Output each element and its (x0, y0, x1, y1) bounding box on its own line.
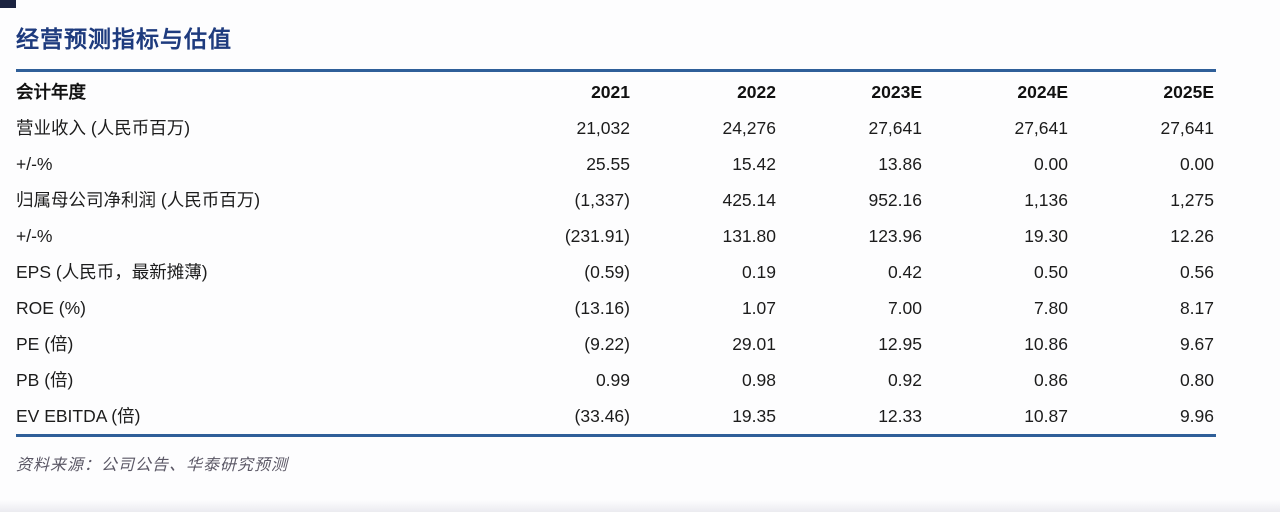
corner-mark (0, 0, 16, 8)
row-label: EPS (人民币，最新摊薄) (16, 262, 208, 282)
table-row-net-profit: 归属母公司净利润 (人民币百万) (1,337) 425.14 952.16 1… (16, 182, 1216, 218)
table-cell: (0.59) (584, 262, 630, 282)
table-cell: 425.14 (722, 190, 776, 210)
table-cell: 0.50 (1033, 262, 1068, 282)
table-cell: 9.96 (1070, 398, 1216, 437)
header-2022: 2022 (737, 82, 776, 102)
table-row-roe: ROE (%) (13.16) 1.07 7.00 7.80 8.17 (16, 290, 1216, 326)
table-cell: 19.35 (632, 398, 778, 437)
table-cell: 19.30 (1024, 226, 1068, 246)
table-cell: 1,136 (1024, 190, 1068, 210)
table-cell: (13.16) (574, 298, 630, 318)
table-row-revenue-growth: +/-% 25.55 15.42 13.86 0.00 0.00 (16, 146, 1216, 182)
table-cell: 0.98 (741, 370, 776, 390)
table-cell: (33.46) (486, 398, 632, 437)
table-cell: 13.86 (878, 154, 922, 174)
table-cell: 12.95 (878, 334, 922, 354)
table-cell: 7.80 (1033, 298, 1068, 318)
header-2025e: 2025E (1163, 82, 1214, 102)
row-label: 营业收入 (人民币百万) (16, 118, 191, 138)
row-label: EV EBITDA (倍) (16, 398, 486, 437)
table-cell: 21,032 (576, 118, 630, 138)
table-cell: 7.00 (887, 298, 922, 318)
table-cell: 952.16 (868, 190, 922, 210)
table-cell: 27,641 (1160, 118, 1214, 138)
header-2021: 2021 (591, 82, 630, 102)
table-cell: 0.99 (595, 370, 630, 390)
table-cell: 27,641 (868, 118, 922, 138)
header-fiscal-year: 会计年度 (16, 82, 86, 102)
row-label: +/-% (16, 226, 53, 246)
row-label: 归属母公司净利润 (人民币百万) (16, 190, 261, 210)
table-cell: 24,276 (722, 118, 776, 138)
table-cell: 1,275 (1170, 190, 1214, 210)
table-cell: 29.01 (732, 334, 776, 354)
table-cell: 0.86 (1033, 370, 1068, 390)
table-cell: (9.22) (584, 334, 630, 354)
table-cell: 131.80 (722, 226, 776, 246)
row-label: PB (倍) (16, 370, 74, 390)
title-divider (16, 69, 1216, 72)
table-row-ev-ebitda: EV EBITDA (倍) (33.46) 19.35 12.33 10.87 … (16, 398, 1216, 437)
table-row-eps: EPS (人民币，最新摊薄) (0.59) 0.19 0.42 0.50 0.5… (16, 254, 1216, 290)
source-note: 资料来源：公司公告、华泰研究预测 (16, 457, 289, 474)
table-cell: 10.86 (1024, 334, 1068, 354)
table-cell: 15.42 (732, 154, 776, 174)
forecast-valuation-table: 会计年度 2021 2022 2023E 2024E 2025E 营业收入 (人… (16, 74, 1216, 437)
table-cell: 0.19 (741, 262, 776, 282)
table-cell: 0.00 (1179, 154, 1214, 174)
table-cell: 1.07 (741, 298, 776, 318)
table-cell: 12.33 (778, 398, 924, 437)
table-header-row: 会计年度 2021 2022 2023E 2024E 2025E (16, 74, 1216, 110)
table-cell: 0.92 (887, 370, 922, 390)
table-cell: 27,641 (1014, 118, 1068, 138)
row-label: PE (倍) (16, 334, 74, 354)
table-cell: 0.00 (1033, 154, 1068, 174)
table-cell: 0.80 (1179, 370, 1214, 390)
table-cell: 25.55 (586, 154, 630, 174)
table-cell: 0.42 (887, 262, 922, 282)
table-cell: 123.96 (868, 226, 922, 246)
header-2023e: 2023E (871, 82, 922, 102)
table-cell: (231.91) (564, 226, 630, 246)
table-row-revenue: 营业收入 (人民币百万) 21,032 24,276 27,641 27,641… (16, 110, 1216, 146)
row-label: +/-% (16, 154, 53, 174)
table-row-net-profit-growth: +/-% (231.91) 131.80 123.96 19.30 12.26 (16, 218, 1216, 254)
table-row-pe: PE (倍) (9.22) 29.01 12.95 10.86 9.67 (16, 326, 1216, 362)
row-label: ROE (%) (16, 298, 86, 318)
report-page: 经营预测指标与估值 会计年度 2021 2022 2023E 2024E 202… (16, 26, 1216, 474)
table-cell: 10.87 (924, 398, 1070, 437)
table-cell: 0.56 (1179, 262, 1214, 282)
table-cell: 12.26 (1170, 226, 1214, 246)
table-cell: 9.67 (1179, 334, 1214, 354)
header-2024e: 2024E (1017, 82, 1068, 102)
table-cell: (1,337) (574, 190, 630, 210)
table-cell: 8.17 (1179, 298, 1214, 318)
bottom-edge-strip (0, 500, 1280, 512)
page-title: 经营预测指标与估值 (16, 26, 232, 52)
table-row-pb: PB (倍) 0.99 0.98 0.92 0.86 0.80 (16, 362, 1216, 398)
